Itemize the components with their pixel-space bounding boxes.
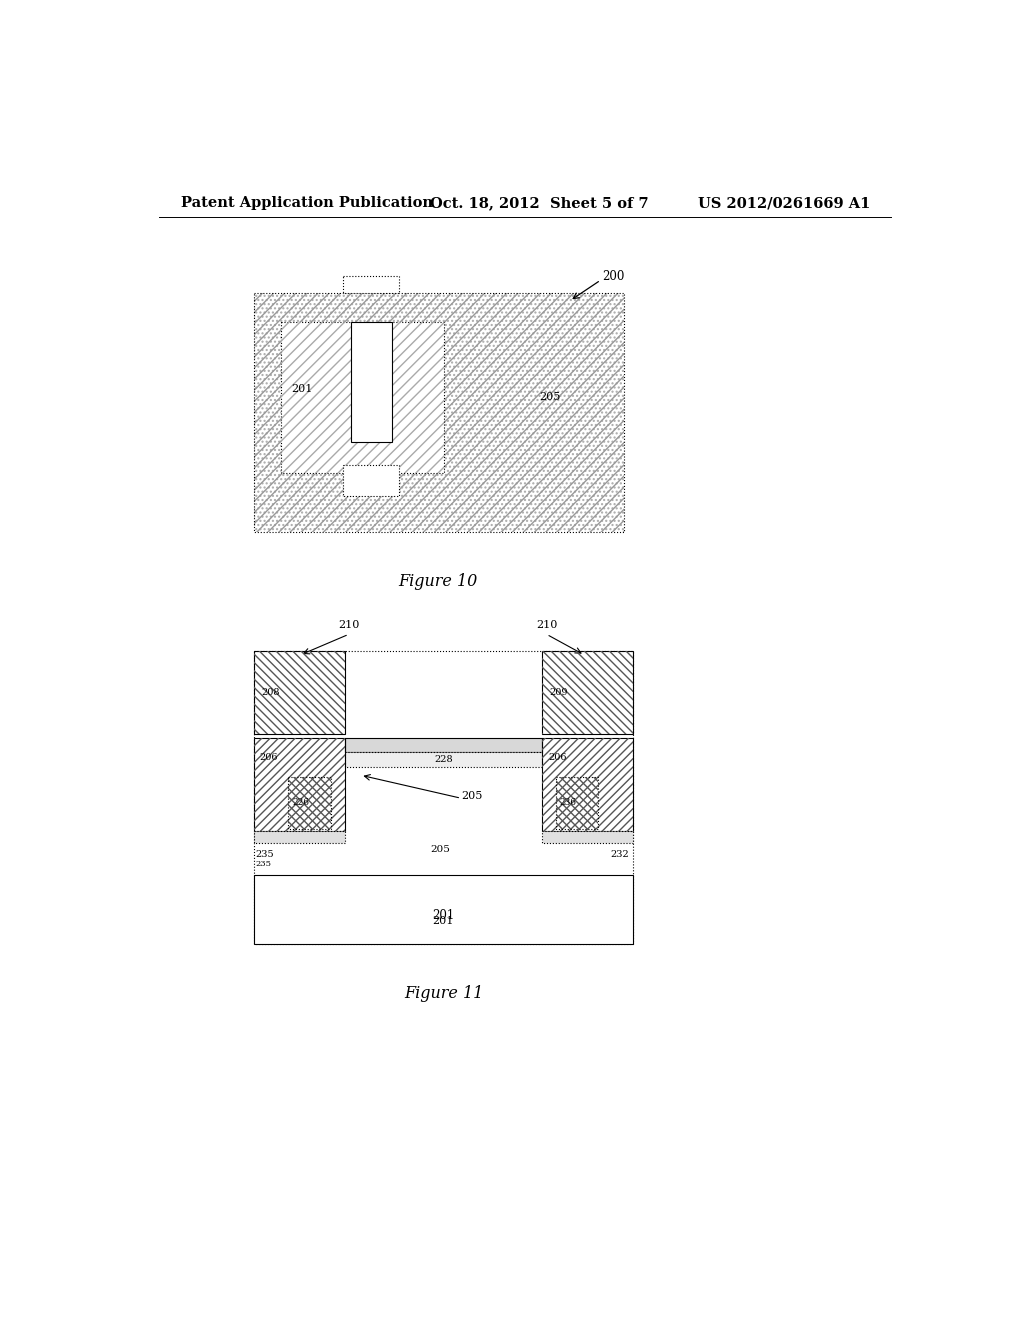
Bar: [254, 651, 345, 734]
Text: Figure 10: Figure 10: [398, 573, 477, 590]
Text: 205: 205: [539, 392, 560, 403]
Bar: [254, 830, 345, 843]
Text: 201: 201: [432, 908, 455, 921]
Bar: [343, 276, 399, 293]
Text: 205: 205: [461, 791, 482, 801]
Text: US 2012/0261669 A1: US 2012/0261669 A1: [697, 197, 870, 210]
Bar: [289, 776, 331, 829]
Text: 236: 236: [560, 799, 577, 808]
Bar: [254, 293, 624, 532]
Bar: [556, 776, 598, 829]
Text: 232: 232: [610, 850, 630, 859]
Text: 206: 206: [260, 752, 279, 762]
Text: 201: 201: [433, 916, 454, 925]
Text: 210: 210: [536, 620, 557, 630]
Bar: [345, 738, 542, 752]
Bar: [254, 293, 624, 532]
Text: 209: 209: [550, 688, 568, 697]
Bar: [542, 738, 633, 830]
Bar: [282, 322, 444, 473]
Bar: [282, 322, 444, 473]
Text: 226: 226: [292, 799, 309, 808]
Bar: [542, 738, 633, 830]
Bar: [254, 651, 345, 734]
Bar: [542, 651, 633, 734]
Bar: [542, 651, 633, 734]
Bar: [289, 776, 331, 829]
Bar: [542, 830, 633, 843]
Text: 201: 201: [291, 384, 312, 395]
Text: 228: 228: [434, 755, 453, 764]
Bar: [556, 776, 598, 829]
Text: 208: 208: [261, 688, 280, 697]
Bar: [254, 738, 345, 830]
Text: Oct. 18, 2012  Sheet 5 of 7: Oct. 18, 2012 Sheet 5 of 7: [430, 197, 649, 210]
Text: 235: 235: [255, 850, 273, 859]
Text: 206: 206: [548, 752, 566, 762]
Bar: [343, 465, 399, 496]
Text: 205: 205: [430, 845, 451, 854]
Text: 200: 200: [602, 269, 625, 282]
Bar: [351, 322, 391, 442]
Bar: [345, 752, 542, 767]
Text: 235: 235: [255, 861, 271, 869]
Bar: [254, 738, 345, 830]
Text: Patent Application Publication: Patent Application Publication: [180, 197, 433, 210]
Text: Figure 11: Figure 11: [404, 985, 483, 1002]
Text: 210: 210: [338, 620, 359, 630]
Bar: [254, 293, 624, 532]
Bar: [254, 651, 633, 944]
Bar: [254, 874, 633, 944]
